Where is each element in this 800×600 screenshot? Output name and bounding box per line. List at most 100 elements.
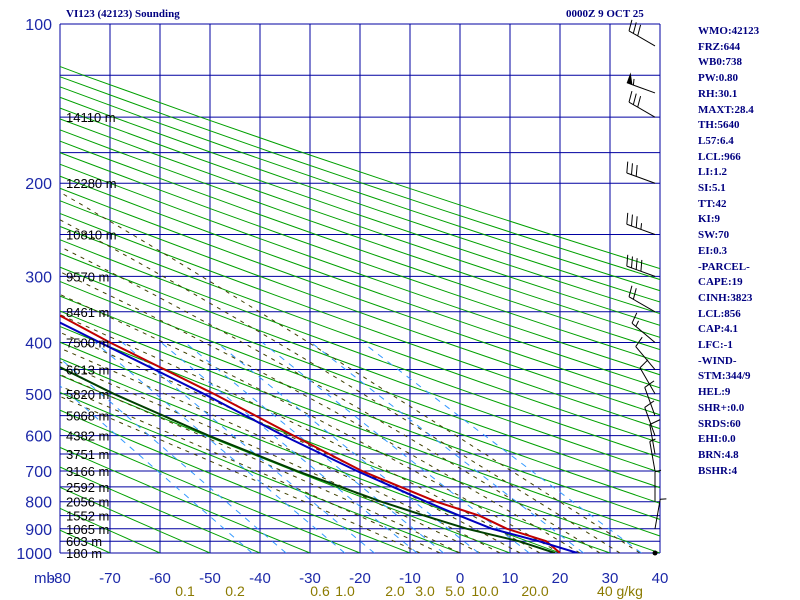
height-label: 5820 m — [66, 387, 109, 402]
dry-adiabat — [60, 310, 660, 537]
dry-adiabat — [60, 486, 211, 553]
dry-adiabat — [60, 212, 660, 430]
dry-adiabat — [60, 152, 660, 363]
stat-rh: RH:30.1 — [698, 87, 738, 100]
mixing-ratio-label: 3.0 — [415, 583, 435, 599]
pressure-label-900: 900 — [25, 522, 52, 539]
stat-cap: CAP:4.1 — [698, 323, 739, 336]
dry-adiabat — [60, 96, 660, 303]
wind-barb-full — [644, 380, 655, 388]
dry-adiabat — [60, 374, 511, 553]
wind-barb-full — [640, 259, 643, 272]
height-label: 180 m — [66, 546, 102, 561]
height-label: 12280 m — [66, 176, 117, 191]
stat-stm: STM:344/9 — [698, 370, 751, 383]
wind-barb — [652, 550, 658, 556]
dry-adiabat — [60, 325, 660, 553]
pressure-label-100: 100 — [25, 17, 52, 34]
wind-barb-half — [640, 223, 643, 230]
stat-li: LI:1.2 — [698, 166, 728, 179]
stat-srds: SRDS:60 — [698, 417, 741, 430]
dry-adiabat — [60, 140, 660, 351]
wind-barb — [631, 312, 656, 343]
wind-barb — [639, 359, 656, 395]
stat-parcel-heading: -PARCEL- — [698, 260, 750, 273]
stat-lcl: LCL:966 — [698, 150, 741, 163]
wind-barb-shaft — [649, 441, 656, 472]
stat-brn: BRN:4.8 — [698, 448, 739, 461]
temp-tick-label: 10 — [502, 570, 519, 587]
height-label: 4382 m — [66, 429, 109, 444]
height-label: 9570 m — [66, 269, 109, 284]
moist-adiabat — [60, 271, 581, 553]
wind-barb-full — [631, 256, 633, 268]
stat-l57: L57:6.4 — [698, 134, 734, 147]
wind-barb — [654, 498, 667, 529]
wind-calm-dot — [652, 550, 658, 556]
wind-barb-shaft — [644, 387, 656, 416]
moist-adiabat — [60, 293, 561, 553]
mixing-ratio-line — [362, 342, 642, 553]
stat-lfc: LFC:-1 — [698, 339, 733, 352]
stats-panel: WMO:42123 FRZ:644 WB0:738 PW:0.80 RH:30.… — [698, 24, 798, 479]
wind-barb — [654, 469, 662, 502]
temp-tick-label: -10 — [399, 570, 421, 587]
stat-si: SI:5.1 — [698, 182, 726, 195]
wind-barb-full — [628, 19, 633, 32]
temp-tick-label: 30 — [602, 570, 619, 587]
temp-tick-label: -20 — [349, 570, 371, 587]
mixing-ratio-lines — [60, 342, 642, 553]
mixing-ratio-label: 5.0 — [445, 583, 465, 599]
dry-adiabat — [60, 252, 660, 473]
mixing-ratio-line — [60, 385, 253, 553]
temp-tick-label: -70 — [99, 570, 121, 587]
dry-adiabat — [60, 466, 261, 553]
mixing-ratio-label: 20.0 — [521, 583, 548, 599]
wind-barb-full — [639, 359, 649, 369]
wind-barb-shaft — [635, 346, 656, 370]
wind-barb-shaft — [639, 367, 656, 395]
dry-adiabat — [60, 86, 660, 292]
stat-parcel-lcl: LCL:856 — [698, 307, 741, 320]
mixing-ratio-label: 0.6 — [310, 583, 330, 599]
stat-wb0: WB0:738 — [698, 56, 742, 69]
stat-ki: KI:9 — [698, 213, 720, 226]
wind-barb-full — [626, 212, 629, 225]
wind-barb-full — [628, 90, 633, 103]
height-label: 2056 m — [66, 495, 109, 510]
wind-barb-shaft — [654, 499, 661, 529]
height-label: 7500 m — [66, 335, 109, 350]
dry-adiabat — [60, 76, 660, 281]
moist-adiabat — [60, 191, 641, 553]
wind-barb-half — [654, 469, 662, 473]
moist-adiabat — [60, 246, 601, 553]
stat-frz: FRZ:644 — [698, 40, 741, 53]
wind-barb-full — [626, 161, 629, 174]
mixing-ratio-line — [121, 342, 375, 553]
wind-barb — [626, 212, 656, 235]
temp-tick-label: -30 — [299, 570, 321, 587]
wind-barb — [626, 161, 656, 184]
wind-barb-half — [649, 438, 656, 442]
sounding-series — [60, 314, 578, 553]
wind-barb — [644, 400, 656, 436]
stat-shr: SHR+:0.0 — [698, 401, 745, 414]
wind-barb — [635, 336, 656, 370]
dry-adiabat — [60, 280, 660, 504]
stat-maxt: MAXT:28.4 — [698, 103, 754, 116]
pressure-unit-label: mb — [34, 570, 55, 587]
dry-adiabat — [60, 225, 660, 444]
wind-barb-full — [635, 336, 643, 347]
temp-tick-label: -80 — [49, 570, 71, 587]
stat-tt: TT:42 — [698, 197, 727, 210]
wind-barb-full — [644, 400, 655, 408]
wind-barb-flag — [626, 72, 633, 85]
wind-barb — [626, 254, 656, 277]
dry-adiabat — [60, 239, 660, 458]
dry-adiabat — [60, 409, 411, 553]
pressure-label-500: 500 — [25, 387, 52, 404]
dry-adiabat — [60, 295, 660, 520]
axis-labels: 0.1 0.2 0.6 1.0 2.0 3.0 5.0 10.0 20.0 40 g/kg1002… — [16, 17, 668, 599]
dry-adiabat — [60, 187, 660, 402]
height-label: 5068 m — [66, 409, 109, 424]
